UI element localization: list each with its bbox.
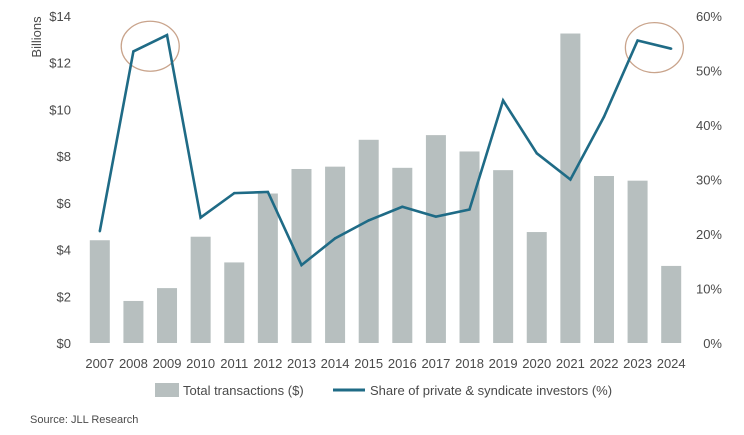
x-tick-2015: 2015 bbox=[354, 356, 383, 371]
line-point-2008 bbox=[132, 50, 135, 53]
y-tick-2: $4 bbox=[57, 243, 71, 258]
line-point-2014 bbox=[333, 237, 337, 240]
bar-2012 bbox=[257, 193, 278, 343]
x-tick-2007: 2007 bbox=[85, 356, 114, 371]
x-tick-2011: 2011 bbox=[220, 356, 248, 371]
x-tick-2012: 2012 bbox=[253, 356, 282, 371]
bar-2018 bbox=[459, 151, 480, 343]
legend-bar-label: Total transactions ($) bbox=[183, 383, 304, 398]
line-point-2007 bbox=[98, 230, 102, 233]
y-tick-3: $6 bbox=[57, 196, 71, 211]
bar-2023 bbox=[627, 180, 648, 343]
bar-2010 bbox=[190, 236, 211, 343]
bar-2007 bbox=[89, 240, 110, 343]
x-tick-2010: 2010 bbox=[186, 356, 215, 371]
line-point-2019 bbox=[501, 99, 505, 102]
line-point-2012 bbox=[266, 190, 270, 194]
x-tick-2013: 2013 bbox=[287, 356, 316, 371]
x-tick-2009: 2009 bbox=[153, 356, 182, 371]
x-tick-2018: 2018 bbox=[455, 356, 484, 371]
y2-tick-5: 50% bbox=[696, 64, 722, 79]
line-point-2020 bbox=[535, 152, 538, 155]
line-point-2010 bbox=[199, 216, 202, 219]
x-tick-2014: 2014 bbox=[321, 356, 350, 371]
bar-2013 bbox=[291, 168, 312, 343]
y-axis-title: Billions bbox=[29, 16, 44, 58]
y2-tick-6: 60% bbox=[696, 9, 722, 24]
line-point-2023 bbox=[636, 39, 639, 42]
bar-2021 bbox=[560, 33, 581, 344]
x-tick-2021: 2021 bbox=[556, 356, 585, 371]
line-point-2017 bbox=[434, 215, 438, 218]
line-point-2009 bbox=[165, 33, 169, 37]
highlight-ellipse-2 bbox=[624, 21, 685, 74]
line-point-2015 bbox=[367, 219, 370, 222]
x-tick-2016: 2016 bbox=[388, 356, 417, 371]
source-note: Source: JLL Research bbox=[30, 414, 138, 426]
line-point-2011 bbox=[233, 191, 236, 195]
bar-2014 bbox=[325, 166, 346, 343]
x-tick-2017: 2017 bbox=[421, 356, 450, 371]
line-point-2013 bbox=[300, 263, 303, 267]
bar-2020 bbox=[526, 232, 547, 343]
axis-layer: $0 $2 $4 $6 $8 $10 $12 $14 0% 10% 20% 30% 40% 50% 60% 2… bbox=[49, 9, 722, 371]
y2-tick-0: 0% bbox=[703, 336, 722, 351]
line-share-private-syndicate bbox=[98, 33, 672, 268]
bar-2009 bbox=[157, 288, 178, 343]
y2-tick-3: 30% bbox=[696, 173, 722, 188]
x-tick-2024: 2024 bbox=[657, 356, 686, 371]
bar-2017 bbox=[425, 135, 446, 343]
line-point-2018 bbox=[468, 208, 471, 211]
highlight-layer bbox=[120, 20, 685, 74]
bar-2016 bbox=[392, 167, 413, 343]
bar-2022 bbox=[593, 175, 614, 343]
y-tick-4: $8 bbox=[57, 149, 71, 164]
highlight-ellipse-1 bbox=[120, 20, 180, 72]
x-tick-2022: 2022 bbox=[590, 356, 619, 371]
bar-2019 bbox=[493, 170, 514, 343]
y2-tick-2: 20% bbox=[696, 227, 722, 242]
y-tick-0: $0 bbox=[57, 336, 71, 351]
x-tick-2019: 2019 bbox=[489, 356, 518, 371]
bar-2008 bbox=[123, 300, 144, 343]
legend-line-label: Share of private & syndicate investors (… bbox=[370, 383, 612, 398]
bar-2015 bbox=[358, 139, 379, 343]
bar-2011 bbox=[224, 262, 245, 343]
line-layer bbox=[98, 33, 673, 268]
y2-tick-4: 40% bbox=[696, 118, 722, 133]
y2-tick-1: 10% bbox=[696, 282, 722, 297]
x-tick-2020: 2020 bbox=[522, 356, 551, 371]
x-tick-2008: 2008 bbox=[119, 356, 148, 371]
line-point-2022 bbox=[602, 115, 606, 119]
y-tick-7: $14 bbox=[49, 9, 71, 24]
bar-2024 bbox=[661, 265, 682, 343]
line-point-2024 bbox=[669, 47, 673, 50]
bars-layer bbox=[89, 33, 682, 344]
x-tick-2023: 2023 bbox=[623, 356, 652, 371]
legend: Total transactions ($) Share of private … bbox=[155, 383, 612, 398]
y-tick-1: $2 bbox=[57, 289, 71, 304]
line-point-2016 bbox=[401, 205, 404, 208]
y-tick-6: $12 bbox=[49, 56, 71, 71]
legend-bar-swatch bbox=[155, 383, 179, 397]
y-tick-5: $10 bbox=[49, 102, 71, 117]
line-point-2021 bbox=[569, 178, 572, 181]
